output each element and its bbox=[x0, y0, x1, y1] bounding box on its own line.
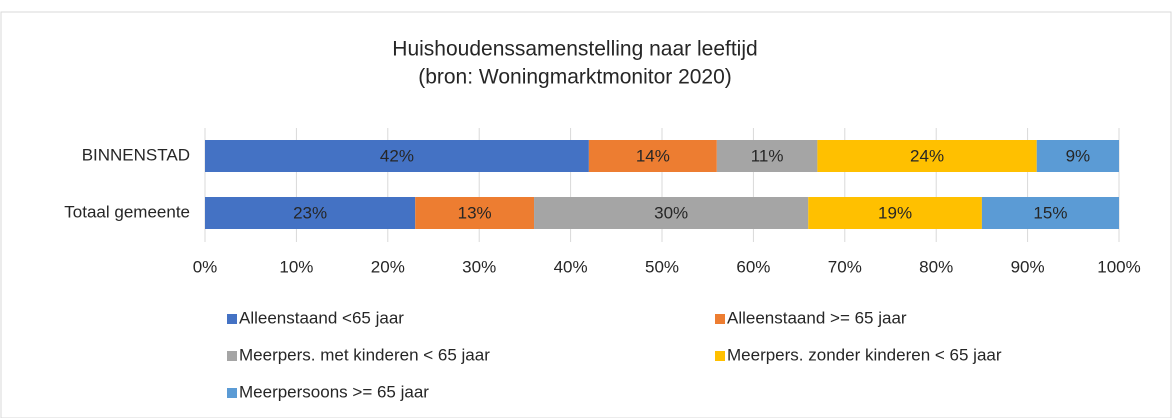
x-tick-label: 40% bbox=[554, 257, 588, 276]
x-tick-label: 70% bbox=[828, 257, 862, 276]
data-label: 30% bbox=[654, 203, 688, 222]
legend-swatch bbox=[715, 351, 725, 361]
x-tick-label: 80% bbox=[919, 257, 953, 276]
legend-swatch bbox=[227, 388, 237, 398]
x-tick-label: 60% bbox=[736, 257, 770, 276]
bar-segment bbox=[817, 140, 1037, 172]
legend-label: Meerpers. met kinderen < 65 jaar bbox=[239, 345, 490, 364]
data-label: 15% bbox=[1033, 203, 1067, 222]
x-tick-label: 30% bbox=[462, 257, 496, 276]
chart-subtitle: (bron: Woningmarktmonitor 2020) bbox=[418, 66, 732, 89]
legend-swatch bbox=[715, 314, 725, 324]
bar-segment bbox=[1036, 140, 1119, 172]
legend-label: Meerpersoons >= 65 jaar bbox=[239, 382, 429, 401]
chart-title: Huishoudenssamenstelling naar leeftijd bbox=[392, 38, 757, 61]
x-tick-label: 50% bbox=[645, 257, 679, 276]
data-label: 9% bbox=[1066, 146, 1091, 165]
bar-segment bbox=[534, 197, 809, 229]
x-tick-label: 90% bbox=[1011, 257, 1045, 276]
x-tick-label: 10% bbox=[279, 257, 313, 276]
y-tick-label: BINNENSTAD bbox=[82, 145, 190, 164]
legend-label: Alleenstaand >= 65 jaar bbox=[727, 308, 907, 327]
data-label: 11% bbox=[751, 146, 784, 165]
data-label: 13% bbox=[458, 203, 492, 222]
bar-segment bbox=[716, 140, 818, 172]
data-label: 23% bbox=[293, 203, 327, 222]
data-label: 42% bbox=[380, 146, 414, 165]
data-label: 19% bbox=[878, 203, 912, 222]
bar-segment bbox=[205, 140, 589, 172]
data-label: 24% bbox=[910, 146, 944, 165]
x-tick-label: 0% bbox=[193, 257, 218, 276]
data-label: 14% bbox=[636, 146, 670, 165]
legend-label: Meerpers. zonder kinderen < 65 jaar bbox=[727, 345, 1002, 364]
legend-swatch bbox=[227, 314, 237, 324]
bar-segment bbox=[808, 197, 982, 229]
y-tick-label: Totaal gemeente bbox=[64, 202, 190, 221]
bar-segment bbox=[415, 197, 535, 229]
x-tick-label: 20% bbox=[371, 257, 405, 276]
legend-label: Alleenstaand <65 jaar bbox=[239, 308, 404, 327]
bar-segment bbox=[981, 197, 1119, 229]
x-tick-label: 100% bbox=[1097, 257, 1140, 276]
bar-segment bbox=[588, 140, 717, 172]
legend-swatch bbox=[227, 351, 237, 361]
bar-segment bbox=[205, 197, 416, 229]
